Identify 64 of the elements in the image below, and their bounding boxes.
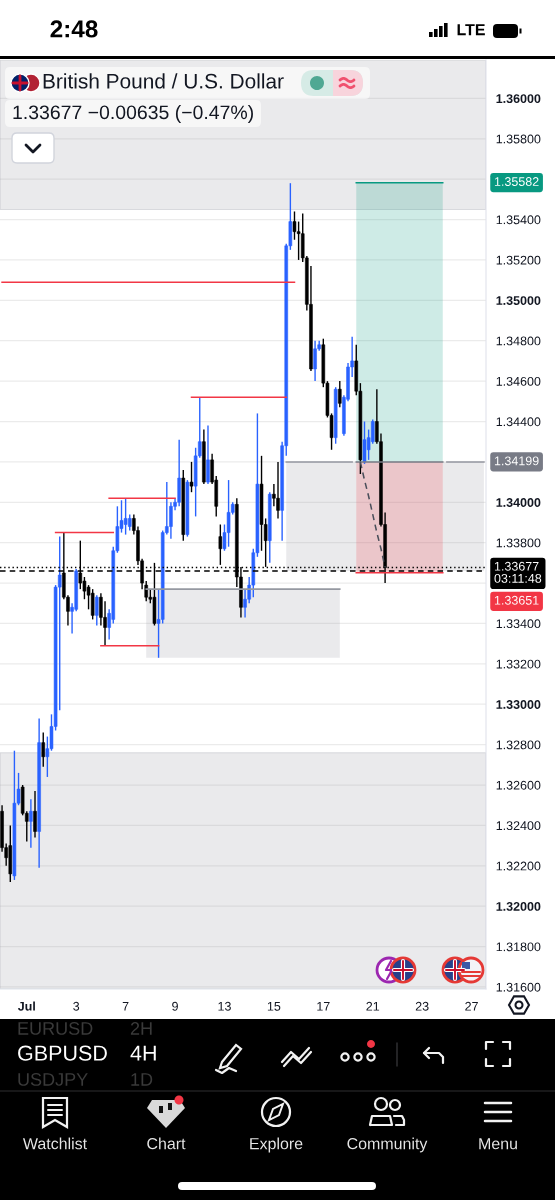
x-tick-label: 15 [267, 1001, 281, 1011]
text: Chart [147, 1137, 186, 1150]
candlestick [206, 424, 210, 485]
candlestick [189, 461, 194, 493]
y-tick-label: 1.33800 [496, 538, 541, 548]
y-tick-label: 1.33200 [496, 659, 541, 669]
candlestick [90, 588, 95, 621]
text: 1.34199 [494, 456, 539, 466]
text: EURUSD [18, 1022, 93, 1035]
y-tick-label: 1.32000 [496, 902, 541, 911]
text: 2:48 [50, 20, 98, 38]
candlestick [362, 420, 367, 465]
y-tick-label: 1.33400 [496, 619, 541, 629]
text: British Pound / U.S. Dollar [43, 73, 284, 89]
y-tick-label: 1.32800 [496, 740, 541, 750]
candlestick [226, 479, 231, 548]
text: 4H [130, 1045, 156, 1061]
text: Community [347, 1137, 428, 1153]
text: 2H [130, 1022, 152, 1035]
y-tick-label: 1.34400 [496, 417, 541, 427]
x-tick-label: 21 [366, 1001, 380, 1011]
candlestick [95, 594, 99, 627]
ref-line-label: 1.33677 03:11:48 [494, 561, 542, 583]
text: 1D [131, 1073, 153, 1086]
text: GBPUSD [18, 1045, 107, 1061]
text: 1.33651 [494, 595, 539, 605]
y-tick-label: 1.34600 [496, 376, 541, 386]
candlestick [33, 790, 37, 839]
x-tick-label: 7 [122, 1001, 129, 1011]
x-tick-label: 27 [465, 1001, 478, 1011]
y-tick-label: 1.31600 [496, 982, 541, 992]
x-tick-label: 17 [317, 1001, 330, 1011]
candlestick [29, 798, 33, 849]
y-tick-label: 1.33000 [496, 700, 541, 709]
y-tick-label: 1.35200 [496, 255, 541, 265]
candlestick [169, 501, 173, 540]
y-tick-label: 1.35800 [496, 134, 541, 144]
y-tick-label: 1.35400 [496, 215, 541, 225]
y-tick-label: 1.32200 [496, 861, 541, 871]
y-tick-label: 1.32400 [496, 821, 541, 831]
y-tick-label: 1.36000 [496, 94, 541, 104]
y-tick-label: 1.32600 [496, 780, 541, 790]
x-tick-label: 23 [415, 1001, 429, 1011]
y-tick-label: 1.31800 [496, 942, 541, 952]
candlestick [338, 380, 342, 409]
candlestick [276, 461, 280, 520]
candlestick [123, 497, 128, 536]
x-tick-label: 3 [73, 1001, 80, 1011]
text: Menu [479, 1138, 517, 1150]
candlestick [313, 340, 317, 382]
x-tick-label: 9 [172, 1001, 178, 1011]
x-tick-label: 13 [218, 1001, 231, 1011]
text: 1.35582 [494, 177, 539, 186]
candlestick [218, 523, 223, 566]
text: LTE [457, 24, 485, 36]
x-tick-label: Jul [17, 1001, 35, 1011]
candlestick [41, 731, 46, 768]
y-tick-label: 1.34000 [496, 498, 541, 507]
text: USDJPY [18, 1073, 88, 1086]
y-tick-label: 1.34800 [496, 336, 541, 346]
text: 1.33677 −0.00635 (−0.47%) [13, 104, 253, 124]
text: Watchlist [22, 1137, 87, 1150]
y-tick-label: 1.35000 [496, 296, 541, 305]
text: Explore [250, 1137, 303, 1153]
